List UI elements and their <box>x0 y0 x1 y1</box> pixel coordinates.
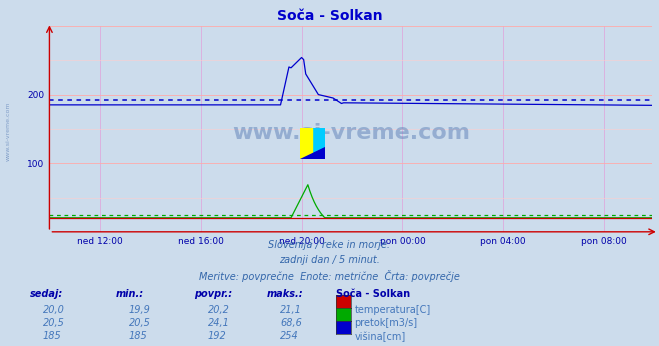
Text: 192: 192 <box>208 331 226 342</box>
Text: Meritve: povprečne  Enote: metrične  Črta: povprečje: Meritve: povprečne Enote: metrične Črta:… <box>199 270 460 282</box>
Text: pretok[m3/s]: pretok[m3/s] <box>355 318 418 328</box>
Text: 20,5: 20,5 <box>43 318 65 328</box>
Polygon shape <box>300 147 325 159</box>
Text: 20,0: 20,0 <box>43 305 65 315</box>
Polygon shape <box>300 128 312 159</box>
Text: 68,6: 68,6 <box>280 318 302 328</box>
Text: 20,2: 20,2 <box>208 305 229 315</box>
Text: Slovenija / reke in morje.: Slovenija / reke in morje. <box>268 240 391 251</box>
Text: Soča - Solkan: Soča - Solkan <box>336 289 410 299</box>
Text: maks.:: maks.: <box>267 289 304 299</box>
Text: višina[cm]: višina[cm] <box>355 331 406 342</box>
Text: 24,1: 24,1 <box>208 318 229 328</box>
Text: 19,9: 19,9 <box>129 305 150 315</box>
Text: www.si-vreme.com: www.si-vreme.com <box>232 123 470 143</box>
Text: zadnji dan / 5 minut.: zadnji dan / 5 minut. <box>279 255 380 265</box>
Text: 185: 185 <box>43 331 61 342</box>
Text: sedaj:: sedaj: <box>30 289 63 299</box>
Text: Soča - Solkan: Soča - Solkan <box>277 9 382 22</box>
Text: 21,1: 21,1 <box>280 305 302 315</box>
Text: www.si-vreme.com: www.si-vreme.com <box>5 102 11 161</box>
Text: temperatura[C]: temperatura[C] <box>355 305 431 315</box>
Text: min.:: min.: <box>115 289 144 299</box>
Text: 185: 185 <box>129 331 147 342</box>
Text: 254: 254 <box>280 331 299 342</box>
Text: povpr.:: povpr.: <box>194 289 233 299</box>
Polygon shape <box>300 128 325 159</box>
Text: 20,5: 20,5 <box>129 318 150 328</box>
